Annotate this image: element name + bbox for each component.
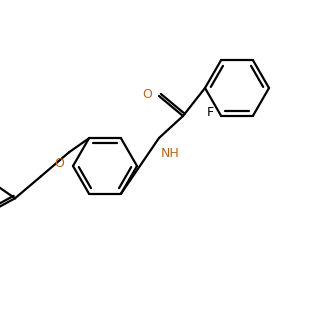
Text: O: O — [54, 157, 64, 170]
Text: NH: NH — [161, 147, 180, 160]
Text: O: O — [142, 88, 152, 101]
Text: F: F — [207, 106, 214, 119]
